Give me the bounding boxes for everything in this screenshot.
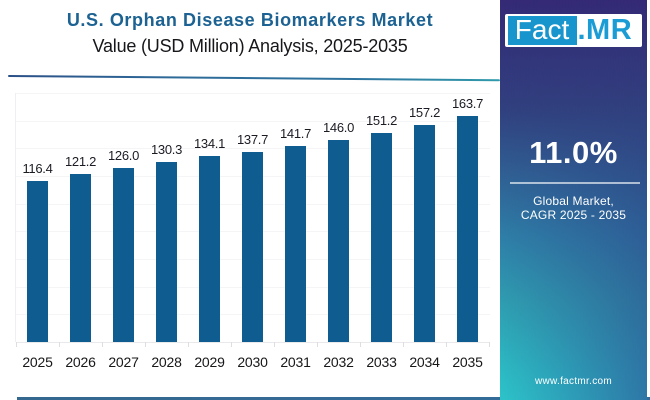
gridline xyxy=(16,148,490,150)
cagr-label: Global Market, CAGR 2025 - 2035 xyxy=(500,194,647,222)
x-axis-label-2031: 2031 xyxy=(280,354,311,370)
bar-2032 xyxy=(327,140,350,342)
bar-value-2029: 134.1 xyxy=(193,136,226,152)
x-axis-tick xyxy=(59,342,60,347)
x-axis-label-2033: 2033 xyxy=(366,354,397,370)
bar-value-2032: 146.0 xyxy=(322,120,355,136)
chart-subtitle: Value (USD Million) Analysis, 2025-2035 xyxy=(92,36,408,56)
cagr-label-line1: Global Market, xyxy=(533,194,614,208)
x-axis-tick xyxy=(145,342,146,347)
x-axis-label-2026: 2026 xyxy=(65,354,96,370)
cagr-value: 11.0% xyxy=(529,135,618,170)
bar-2030 xyxy=(241,151,264,342)
x-axis-label-2030: 2030 xyxy=(237,354,268,370)
x-axis-tick xyxy=(360,342,361,347)
x-axis-tick xyxy=(274,342,275,347)
bar-2028 xyxy=(155,161,178,342)
x-axis-label-2028: 2028 xyxy=(151,354,182,370)
x-axis-tick xyxy=(102,342,103,347)
x-axis-label-2032: 2032 xyxy=(323,354,354,370)
logo-fact-box: Fact xyxy=(507,16,577,45)
bar-value-2028: 130.3 xyxy=(150,141,183,157)
bar-value-2034: 157.2 xyxy=(408,104,441,120)
x-axis-tick xyxy=(403,342,404,347)
gridline xyxy=(16,120,490,122)
bar-value-2027: 126.0 xyxy=(107,147,140,163)
x-axis-label-2034: 2034 xyxy=(409,354,440,370)
y-axis-line xyxy=(15,93,16,342)
bar-value-2033: 151.2 xyxy=(365,112,398,128)
x-axis-tick xyxy=(188,342,189,347)
x-axis-label-2029: 2029 xyxy=(194,354,225,370)
x-axis-tick xyxy=(317,342,318,347)
bar-2029 xyxy=(198,156,221,342)
bar-value-2031: 141.7 xyxy=(279,125,312,141)
x-axis-tick xyxy=(489,342,490,347)
bar-value-2030: 137.7 xyxy=(236,131,269,147)
gridline xyxy=(16,93,490,94)
bar-2027 xyxy=(112,167,135,342)
bar-chart: 116.4 2025 121.2 2026 126.0 2027 130.3 2028 134.… xyxy=(15,93,490,370)
x-axis-label-2027: 2027 xyxy=(108,354,139,370)
factmr-logo: Fact .MR xyxy=(505,13,642,47)
chart-title: U.S. Orphan Disease Biomarkers Market xyxy=(66,10,434,30)
bar-2031 xyxy=(284,145,307,342)
brand-sidebar: Fact .MR 11.0% Global Market, CAGR 2025 … xyxy=(500,0,647,400)
website-url: www.factmr.com xyxy=(535,376,612,387)
bar-2025 xyxy=(26,180,49,342)
x-axis-label-2025: 2025 xyxy=(22,354,53,370)
cagr-divider xyxy=(510,182,640,184)
chart-panel: U.S. Orphan Disease Biomarkers Market Va… xyxy=(7,10,650,400)
logo-mr-text: .MR xyxy=(577,14,633,47)
x-axis-tick xyxy=(231,342,232,347)
x-axis-tick xyxy=(16,342,17,347)
x-axis-line xyxy=(16,342,490,343)
bar-value-2035: 163.7 xyxy=(451,95,484,111)
bar-value-2025: 116.4 xyxy=(22,160,53,176)
bar-2026 xyxy=(69,174,92,342)
cagr-label-line2: CAGR 2025 - 2035 xyxy=(520,208,627,222)
x-axis-label-2035: 2035 xyxy=(452,354,483,370)
bar-2035 xyxy=(456,115,479,342)
bar-2033 xyxy=(370,132,393,342)
bar-2034 xyxy=(413,124,436,342)
x-axis-tick xyxy=(446,342,447,347)
bottom-border xyxy=(17,396,650,400)
bar-value-2026: 121.2 xyxy=(64,154,97,170)
